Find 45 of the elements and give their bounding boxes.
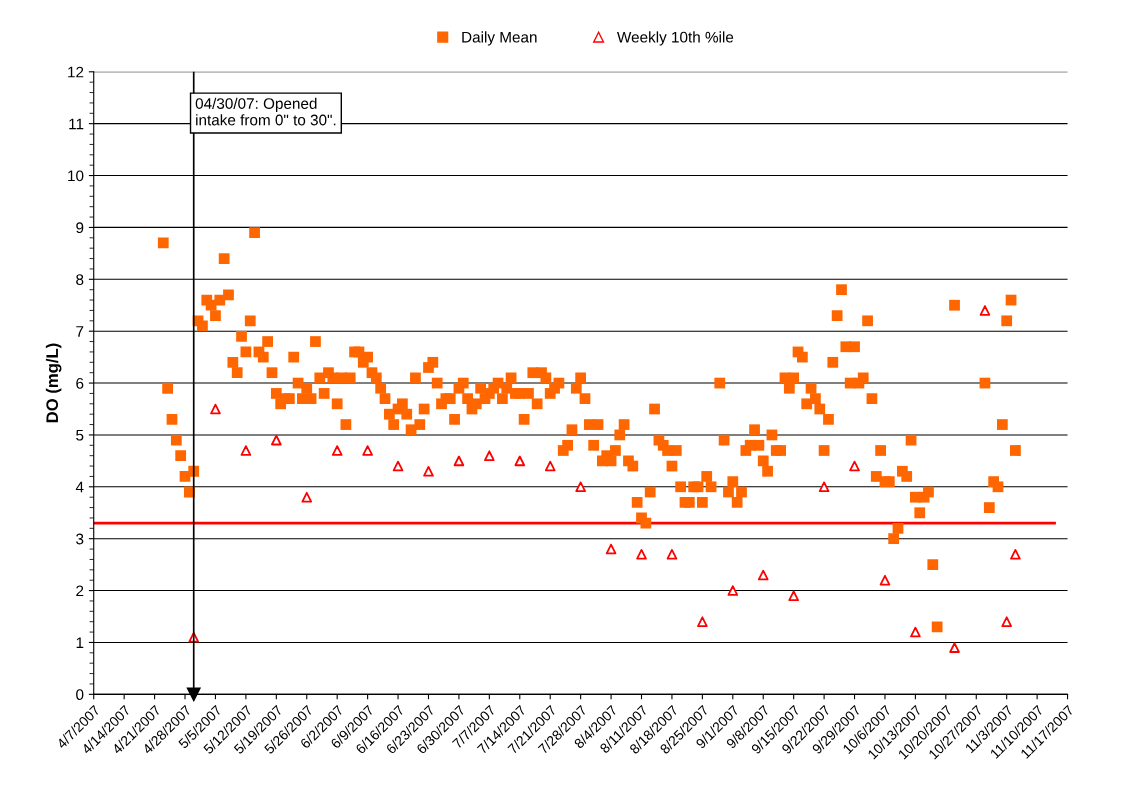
point	[1010, 548, 1021, 560]
point	[362, 445, 373, 456]
y-tick-label: 5	[76, 429, 84, 441]
point	[849, 460, 860, 472]
point	[788, 590, 799, 602]
point	[697, 616, 708, 627]
point	[271, 434, 282, 446]
point	[575, 481, 586, 493]
y-tick-label: 4	[75, 481, 84, 493]
legend-label: Weekly 10th %ile	[616, 31, 734, 46]
point	[1001, 616, 1012, 627]
y-axis-title: DO (mg/L)	[45, 343, 62, 423]
point	[879, 574, 891, 586]
y-tick-label: 3	[76, 533, 84, 545]
point	[727, 585, 739, 596]
point	[484, 450, 495, 461]
point	[949, 642, 960, 653]
point	[757, 569, 769, 581]
y-tick-label: 1	[76, 637, 84, 648]
point	[210, 403, 221, 415]
point	[331, 445, 343, 456]
y-tick-label: 11	[69, 118, 84, 130]
y-tick-label: 8	[76, 274, 84, 285]
y-tick-label: 7	[76, 326, 84, 337]
point	[544, 460, 556, 472]
y-tick-label: 12	[68, 66, 84, 78]
point	[514, 455, 526, 467]
y-tick-label: 0	[76, 689, 84, 701]
point	[240, 445, 252, 456]
y-tick-label: 6	[76, 377, 84, 389]
y-tick-label: 2	[76, 585, 84, 597]
legend-label: Daily Mean	[462, 31, 537, 46]
y-tick-label: 9	[76, 222, 84, 234]
point	[666, 548, 678, 560]
point	[423, 465, 434, 477]
point	[605, 543, 617, 555]
point	[818, 481, 830, 493]
point	[301, 491, 313, 503]
point	[453, 455, 465, 467]
ref-line-label: 04/30/07: Opened intake from 0" to 30".	[195, 97, 336, 126]
y-tick-label: 10	[68, 170, 84, 182]
point	[636, 548, 647, 560]
point	[910, 626, 921, 638]
point	[979, 305, 991, 316]
point	[392, 460, 404, 472]
